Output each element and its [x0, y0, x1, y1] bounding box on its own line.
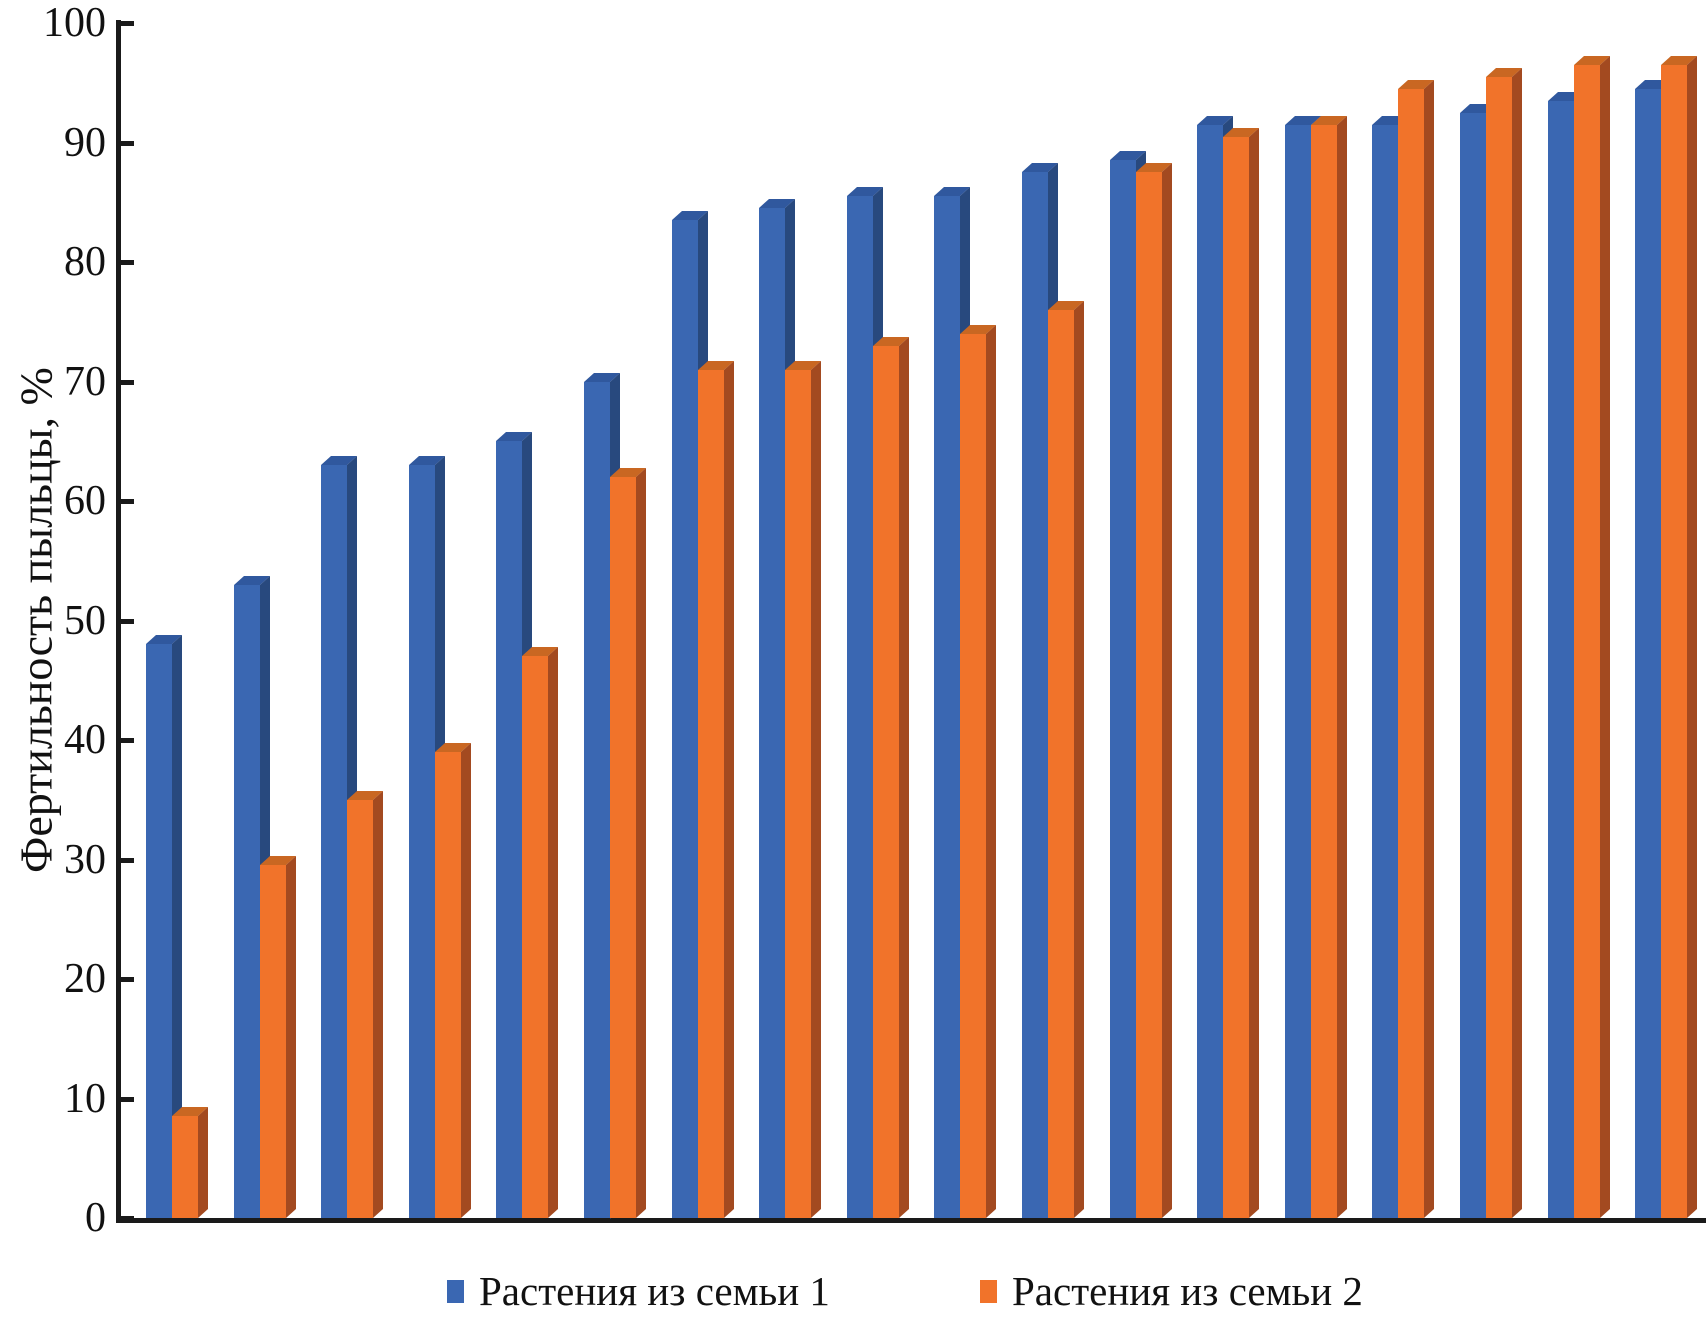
y-tick-mark-50: [117, 618, 134, 624]
bar-series1-group17: [1547, 100, 1574, 1218]
bar-series2-group16: [1486, 76, 1512, 1218]
bar-series1-group13: [1197, 124, 1224, 1218]
bar-series2-group11: [1048, 309, 1074, 1218]
y-tick-mark-60: [117, 499, 134, 504]
y-tick-mark-80: [117, 260, 134, 265]
bar-series1-group4: [408, 465, 435, 1218]
bar-series2-group13: [1223, 136, 1250, 1218]
bar-series2-group2: [259, 865, 286, 1218]
y-tick-label-100: 100: [43, 0, 106, 46]
bar-series2-group5: [522, 656, 549, 1218]
y-tick-label-60: 60: [64, 478, 106, 524]
y-tick-label-0: 0: [85, 1195, 106, 1241]
bar-series1-group8: [759, 208, 786, 1218]
y-tick-mark-10: [117, 1096, 134, 1102]
legend-label-family1: Растения из семьи 1: [479, 1268, 830, 1314]
bar-series2-group7: [697, 369, 724, 1218]
bar-series1-group2: [233, 584, 260, 1218]
legend-label-family2: Растения из семьи 2: [1012, 1268, 1363, 1314]
legend-swatch-family2-icon: [980, 1279, 997, 1303]
bar-series2-group6: [610, 477, 636, 1218]
bar-series2-group9: [872, 345, 899, 1218]
bar-series2-group3: [347, 799, 374, 1218]
bar-series2-group1: [172, 1116, 198, 1218]
bar-series1-group1: [146, 644, 172, 1218]
bar-series2-group8: [785, 369, 812, 1218]
y-tick-label-20: 20: [64, 956, 106, 1002]
bar-series2-group15: [1398, 88, 1425, 1218]
legend-item-family2: Растения из семьи 2: [980, 1268, 1363, 1314]
y-tick-label-90: 90: [64, 119, 106, 166]
bar-series2-group17: [1573, 64, 1600, 1218]
y-tick-mark-40: [117, 738, 134, 743]
y-tick-mark-100: [117, 21, 134, 26]
y-tick-label-50: 50: [64, 597, 106, 644]
bar-series2-group4: [434, 751, 461, 1218]
legend: Растения из семьи 1 Растения из семьи 2: [0, 1268, 1706, 1318]
y-tick-mark-30: [117, 857, 134, 863]
y-tick-mark-70: [117, 379, 134, 385]
bar-series1-group7: [671, 220, 698, 1218]
y-tick-label-80: 80: [64, 239, 106, 285]
y-tick-label-40: 40: [64, 717, 106, 763]
bar-series1-group14: [1284, 124, 1311, 1218]
bar-series1-group6: [584, 381, 610, 1218]
legend-swatch-family1-icon: [447, 1279, 464, 1303]
legend-item-family1: Растения из семьи 1: [447, 1268, 830, 1314]
bar-series2-group14: [1310, 124, 1337, 1218]
y-tick-mark-20: [117, 977, 134, 982]
bar-series1-group3: [321, 465, 348, 1218]
bar-series1-group10: [934, 196, 961, 1218]
x-axis-line: [116, 1218, 1706, 1223]
bar-series1-group18: [1635, 88, 1662, 1218]
bar-series1-group9: [846, 196, 873, 1218]
bar-series2-group18: [1661, 64, 1688, 1218]
bar-series2-group10: [960, 333, 987, 1218]
bar-series1-group15: [1372, 124, 1399, 1218]
bar-series1-group16: [1460, 112, 1486, 1218]
bar-series1-group12: [1109, 160, 1136, 1218]
bar-series1-group5: [496, 441, 523, 1218]
bar-series2-group12: [1135, 172, 1162, 1218]
bar-series1-group11: [1022, 172, 1048, 1218]
y-tick-mark-90: [117, 140, 134, 146]
y-tick-label-10: 10: [64, 1075, 106, 1122]
y-tick-label-30: 30: [64, 836, 106, 883]
y-tick-mark-0: [117, 1216, 134, 1221]
y-tick-label-70: 70: [64, 358, 106, 405]
